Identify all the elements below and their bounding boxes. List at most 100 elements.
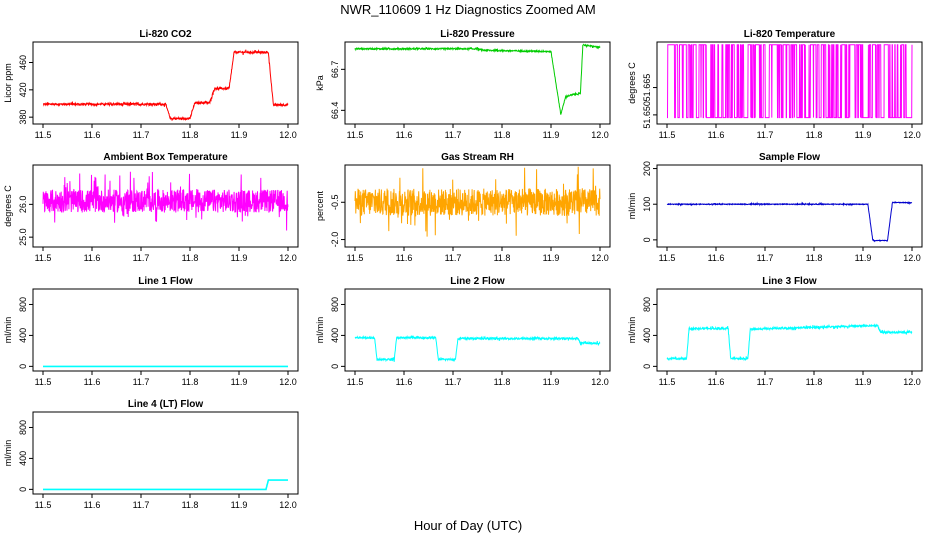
x-tick-label: 11.8 [806, 130, 823, 140]
x-tick-label: 11.9 [231, 377, 248, 387]
y-tick-label: 800 [18, 297, 28, 312]
x-tick-label: 11.8 [494, 377, 511, 387]
y-tick-label: 51.650 [642, 101, 652, 129]
chart-panel-1: Li-820 CO2 11.5 11.6 11.7 11.8 11.9 12.0 380 420… [3, 29, 299, 140]
y-axis-label: Licor ppm [3, 63, 13, 103]
x-tick-label: 11.6 [84, 377, 101, 387]
y-tick-label: 400 [18, 451, 28, 466]
y-tick-label: 0 [330, 364, 340, 369]
chart-panel-9: Line 3 Flow 11.5 11.6 11.7 11.8 11.9 12.0 0 400 8… [627, 276, 923, 387]
panel-title: Line 1 Flow [138, 276, 193, 287]
y-axis-label: ml/min [3, 317, 13, 344]
y-tick-label: 800 [330, 297, 340, 312]
x-tick-label: 11.8 [182, 130, 199, 140]
x-tick-label: 12.0 [591, 130, 609, 140]
x-tick-label: 11.7 [757, 253, 774, 263]
x-tick-label: 11.5 [35, 253, 52, 263]
x-tick-label: 12.0 [279, 253, 297, 263]
y-axis-label: ml/min [627, 317, 637, 344]
x-tick-label: 11.7 [133, 500, 150, 510]
series-line [666, 323, 913, 362]
x-tick-label: 11.5 [659, 130, 676, 140]
chart-panel-7: Line 1 Flow 11.5 11.6 11.7 11.8 11.9 12.0 0 400 8… [3, 276, 299, 387]
x-tick-label: 11.6 [708, 130, 725, 140]
plot-frame [344, 164, 611, 248]
series-line [42, 171, 289, 231]
x-tick-label: 11.5 [347, 377, 364, 387]
y-tick-label: 420 [18, 82, 28, 97]
y-axis-label: kPa [315, 75, 325, 91]
y-tick-label: 800 [18, 420, 28, 435]
x-tick-label: 12.0 [279, 130, 297, 140]
chart-panel-2: Li-820 Pressure 11.5 11.6 11.7 11.8 11.9 12.0 6… [315, 29, 611, 140]
y-tick-label: 0 [18, 487, 28, 492]
panel-title: Li-820 Pressure [440, 29, 515, 40]
x-tick-label: 11.7 [133, 130, 150, 140]
series-line [354, 166, 601, 237]
x-tick-label: 11.9 [855, 130, 872, 140]
x-tick-label: 11.5 [347, 130, 364, 140]
y-tick-label: 25.0 [18, 228, 28, 246]
x-tick-label: 11.9 [231, 130, 248, 140]
chart-panel-6: Sample Flow 11.5 11.6 11.7 11.8 11.9 12.0 0 100 2… [627, 152, 923, 263]
x-tick-label: 11.5 [35, 377, 52, 387]
x-tick-label: 11.8 [494, 130, 511, 140]
chart-panel-8: Line 2 Flow 11.5 11.6 11.7 11.8 11.9 12.0 0 400 8… [315, 276, 611, 387]
chart-panel-5: Gas Stream RH 11.5 11.6 11.7 11.8 11.9 12.0 -2.… [315, 152, 611, 263]
y-tick-label: 0 [642, 364, 652, 369]
x-axis-label: Hour of Day (UTC) [413, 518, 523, 533]
series-line [666, 200, 913, 243]
plot-frame [32, 41, 299, 125]
series-line [354, 43, 601, 115]
x-tick-label: 11.8 [806, 377, 823, 387]
plot-frame [656, 164, 923, 248]
y-tick-label: 66.7 [330, 61, 340, 79]
chart-panel-3: Li-820 Temperature 11.5 11.6 11.7 11.8 11.9 12… [627, 29, 923, 140]
x-tick-label: 11.5 [35, 130, 52, 140]
y-tick-label: 26.0 [18, 196, 28, 214]
x-tick-label: 12.0 [591, 253, 609, 263]
x-tick-label: 11.9 [231, 253, 248, 263]
x-tick-label: 11.9 [543, 130, 560, 140]
panel-title: Ambient Box Temperature [103, 152, 228, 163]
x-tick-label: 11.7 [757, 377, 774, 387]
y-axis-label: degrees C [627, 62, 637, 104]
y-tick-label: 100 [642, 197, 652, 212]
x-tick-label: 12.0 [903, 253, 921, 263]
x-tick-label: 12.0 [279, 377, 297, 387]
panel-title: Li-820 CO2 [139, 29, 192, 40]
x-tick-label: 11.6 [84, 500, 101, 510]
y-axis-label: ml/min [315, 317, 325, 344]
plot-frame [32, 164, 299, 248]
y-axis-label: percent [315, 190, 325, 221]
x-tick-label: 11.8 [182, 377, 199, 387]
x-tick-label: 11.5 [659, 253, 676, 263]
x-tick-label: 11.8 [182, 500, 199, 510]
panel-title: Line 3 Flow [762, 276, 817, 287]
x-tick-label: 11.5 [347, 253, 364, 263]
x-tick-label: 11.9 [855, 253, 872, 263]
x-tick-label: 11.7 [445, 377, 462, 387]
plot-frame [656, 288, 923, 372]
x-tick-label: 11.6 [84, 130, 101, 140]
y-axis-label: ml/min [3, 440, 13, 467]
y-tick-label: 66.4 [330, 102, 340, 120]
series-line [43, 49, 289, 122]
chart-panel-4: Ambient Box Temperature 11.5 11.6 11.7 11.8 1… [3, 152, 299, 263]
panel-title: Sample Flow [759, 152, 820, 163]
y-tick-label: 400 [18, 328, 28, 343]
plot-frame [344, 288, 611, 372]
x-tick-label: 12.0 [279, 500, 297, 510]
y-tick-label: 380 [18, 110, 28, 125]
x-tick-label: 11.9 [231, 500, 248, 510]
y-tick-label: -2.0 [330, 232, 340, 248]
figure-title: NWR_110609 1 Hz Diagnostics Zoomed AM [340, 2, 596, 17]
x-tick-label: 12.0 [903, 377, 921, 387]
y-tick-label: 0 [642, 237, 652, 242]
x-tick-label: 11.8 [182, 253, 199, 263]
x-tick-label: 11.7 [133, 253, 150, 263]
x-tick-label: 11.8 [494, 253, 511, 263]
series-line [667, 44, 913, 119]
panel-title: Gas Stream RH [441, 152, 514, 163]
